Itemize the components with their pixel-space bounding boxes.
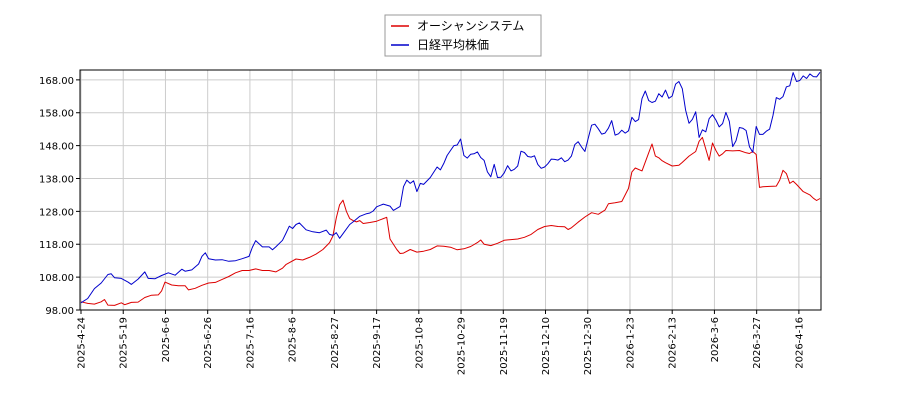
x-tick-label: 2025-4-24 <box>77 317 88 369</box>
plot-area <box>80 70 821 310</box>
x-tick-label: 2026-4-16 <box>794 317 805 369</box>
x-tick-label: 2025-10-29 <box>457 317 468 375</box>
y-tick-label: 108.00 <box>39 273 74 284</box>
series-line-1 <box>80 72 821 304</box>
x-tick-label: 2025-12-10 <box>541 317 552 375</box>
legend-box <box>384 14 542 57</box>
y-tick-label: 148.00 <box>39 142 74 153</box>
series-lines <box>80 72 821 306</box>
x-tick-label: 2025-8-6 <box>288 317 299 362</box>
legend-label-series-1: 日経平均株価 <box>417 37 489 52</box>
x-tick-label: 2025-8-27 <box>330 317 341 369</box>
x-tick-label: 2026-1-23 <box>625 317 636 369</box>
x-tick-label: 2025-6-6 <box>161 317 172 362</box>
x-tick-label: 2026-3-6 <box>710 317 721 362</box>
y-tick-label: 158.00 <box>39 109 74 120</box>
x-tick-label: 2025-11-19 <box>499 317 510 375</box>
x-axis: 2025-4-24 2025-5-19 2025-6-6 2025-6-26 2025-… <box>77 310 805 375</box>
x-tick-label: 2026-3-27 <box>752 317 763 369</box>
x-tick-label: 2025-6-26 <box>203 317 214 369</box>
x-tick-label: 2025-12-30 <box>583 317 594 375</box>
x-tick-label: 2025-5-19 <box>119 317 130 369</box>
series-line-0 <box>80 136 821 306</box>
y-tick-label: 98.00 <box>45 306 74 317</box>
grid <box>80 70 821 311</box>
x-tick-label: 2025-7-16 <box>245 317 256 369</box>
y-tick-label: 118.00 <box>39 240 74 251</box>
y-axis: 98.00 108.00 118.00 128.00 138.00 148.00 158.0… <box>39 76 80 317</box>
plot-frame <box>79 69 822 311</box>
legend: オーシャンシステム 日経平均株価 <box>384 14 542 57</box>
y-tick-label: 138.00 <box>39 174 74 185</box>
x-tick-label: 2026-2-13 <box>668 317 679 369</box>
legend-label-series-0: オーシャンシステム <box>417 19 524 33</box>
y-tick-label: 168.00 <box>39 76 74 87</box>
y-tick-label: 128.00 <box>39 207 74 218</box>
x-tick-label: 2025-9-17 <box>372 317 383 369</box>
x-tick-label: 2025-10-8 <box>414 317 425 369</box>
